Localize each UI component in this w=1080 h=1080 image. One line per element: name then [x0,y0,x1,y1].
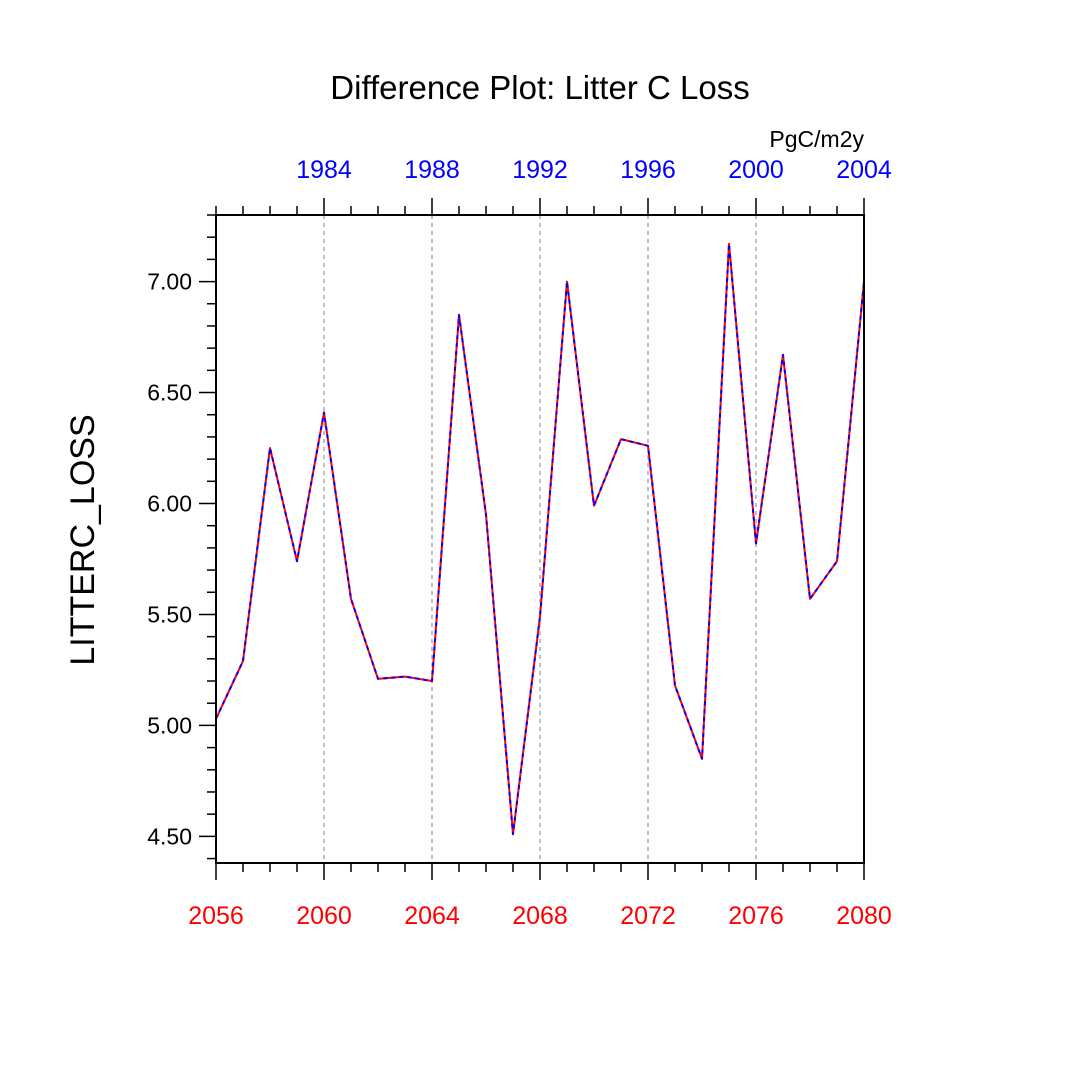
y-tick-label: 5.00 [147,712,192,738]
x-tick-label: 2068 [512,902,568,930]
top-tick-label: 1988 [404,156,460,184]
top-tick-label: 2000 [728,156,784,184]
x-tick-label: 2076 [728,902,784,930]
y-tick-label: 4.50 [147,823,192,849]
series-lines [215,242,865,836]
x-tick-label: 2064 [404,902,460,930]
chart-title: Difference Plot: Litter C Loss [330,69,749,106]
top-tick-label: 2004 [836,156,892,184]
y-tick-label: 6.00 [147,490,192,516]
y-tick-label: 6.50 [147,380,192,406]
plot-frame [215,214,865,864]
units-label: PgC/m2y [769,126,864,152]
x-tick-label: 2060 [296,902,352,930]
top-tick-label: 1996 [620,156,676,184]
y-tick-label: 5.50 [147,601,192,627]
axis-ticks [199,198,865,880]
y-tick-label: 7.00 [147,269,192,295]
top-tick-label: 1992 [512,156,568,184]
x-tick-label: 2072 [620,902,676,930]
y-axis-label: LITTERC_LOSS [64,414,102,665]
x-tick-label: 2056 [188,902,244,930]
gridlines [323,215,757,863]
tick-labels: 2056 2060 2064 2068 2072 2076 2080 1984 1988 1992… [147,156,892,930]
top-tick-label: 1984 [296,156,352,184]
x-tick-label: 2080 [836,902,892,930]
